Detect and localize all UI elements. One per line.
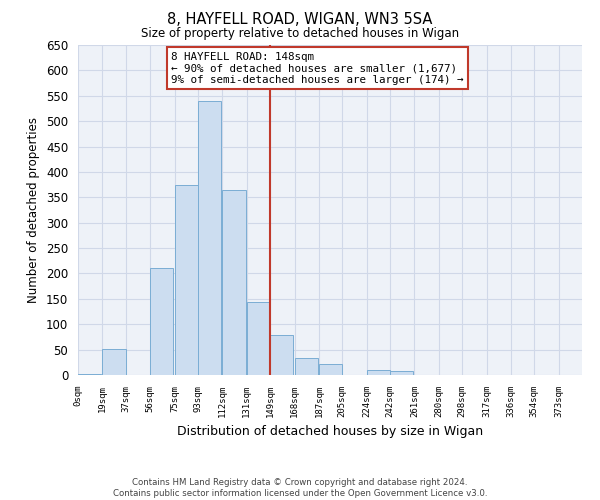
Bar [198,101,221,375]
Text: Size of property relative to detached houses in Wigan: Size of property relative to detached ho… [141,28,459,40]
Bar [295,358,318,375]
Bar [103,348,125,375]
Bar [78,374,101,375]
X-axis label: Distribution of detached houses by size in Wigan: Distribution of detached houses by size … [177,426,483,438]
Bar [390,371,413,375]
Bar [223,190,245,375]
Bar [247,302,270,375]
Text: Contains HM Land Registry data © Crown copyright and database right 2024.
Contai: Contains HM Land Registry data © Crown c… [113,478,487,498]
Bar [367,370,390,375]
Text: 8, HAYFELL ROAD, WIGAN, WN3 5SA: 8, HAYFELL ROAD, WIGAN, WN3 5SA [167,12,433,28]
Bar [175,184,198,375]
Text: 8 HAYFELL ROAD: 148sqm
← 90% of detached houses are smaller (1,677)
9% of semi-d: 8 HAYFELL ROAD: 148sqm ← 90% of detached… [171,52,464,85]
Bar [270,336,293,375]
Y-axis label: Number of detached properties: Number of detached properties [28,117,40,303]
Bar [150,268,173,375]
Bar [319,364,342,375]
